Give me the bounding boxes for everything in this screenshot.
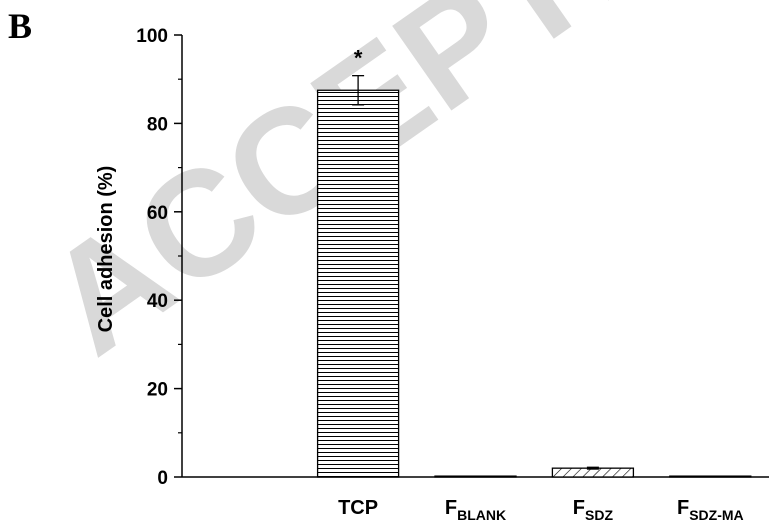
category-main: F: [573, 497, 585, 519]
annotations: *: [354, 46, 363, 71]
panel-label: B: [8, 6, 32, 46]
category-main: F: [445, 497, 457, 519]
category-main: TCP: [338, 497, 378, 519]
y-tick-label: 80: [147, 114, 168, 135]
category-subscript: SDZ-MA: [689, 507, 743, 523]
bar: [435, 476, 516, 477]
x-category-label: FSDZ-MA: [677, 497, 744, 523]
x-category-label: TCP: [338, 497, 378, 519]
y-tick-label: 100: [136, 26, 168, 47]
significance-marker: *: [354, 46, 363, 71]
category-subscript: SDZ: [585, 507, 613, 523]
bars: [318, 90, 751, 477]
bar: [670, 476, 751, 477]
y-tick-label: 40: [147, 291, 168, 312]
bar: [318, 90, 399, 477]
y-tick-label: 0: [157, 468, 168, 489]
x-category-label: FSDZ: [573, 497, 614, 523]
category-subscript: BLANK: [457, 507, 506, 523]
x-category-labels: TCP FBLANK FSDZ FSDZ-MA: [338, 497, 744, 523]
y-axis-label-group: Cell adhesion (%): [95, 166, 117, 333]
x-category-label: FBLANK: [445, 497, 506, 523]
category-main: F: [677, 497, 689, 519]
y-axis-label: Cell adhesion (%): [95, 166, 117, 333]
y-tick-label: 20: [147, 380, 168, 401]
y-tick-label: 60: [147, 203, 168, 224]
